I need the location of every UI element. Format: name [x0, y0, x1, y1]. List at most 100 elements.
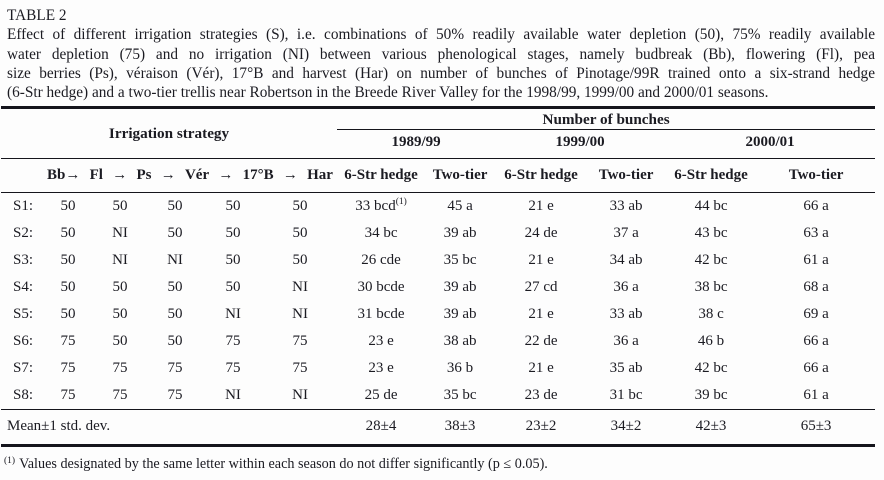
mean-value-cell: 42±3 — [665, 409, 758, 448]
stage-value-cell: NI — [263, 382, 338, 411]
bunch-count-cell: 35 ab — [609, 360, 643, 377]
stage-arrow-icon: → — [282, 167, 298, 184]
bunch-count-cell: 27 cd — [524, 279, 558, 296]
bunch-count-cell: 37 a — [613, 225, 639, 242]
table-row: S3: 50 NI NI 50 50 26 cde 35 bc 21 e 34 ab 42 bc 61… — [1, 247, 875, 274]
bunch-count-cell: 66 a — [803, 198, 829, 215]
mean-row: Mean±1 std. dev. 28±4 38±3 23±2 34±2 42±… — [1, 409, 876, 448]
mean-row-label: Mean±1 std. dev. — [1, 409, 338, 448]
stage-value-cell: 50 — [60, 279, 76, 296]
trellis-header: 6-Str hedge — [337, 158, 426, 194]
bunch-count-cell: 61 a — [803, 252, 829, 269]
bunch-count-cell: 34 ab — [609, 252, 643, 269]
footnote: (1) Values designated by the same letter … — [0, 455, 884, 473]
stage-value-cell: 50 — [225, 252, 241, 269]
stage-sequence-header: Bb→ Fl → Ps → Vér → 17°B → Har — [1, 158, 338, 194]
bunch-count-cell: 25 de — [337, 382, 426, 411]
table-row: S5: 50 50 50 NI NI 31 bcde 39 ab 21 e 33 ab 38 c 69… — [1, 301, 875, 328]
bunch-count-cell: 21 e — [528, 360, 554, 377]
bunch-count-cell: 35 bc — [425, 382, 496, 411]
stage-name: 17°B — [242, 167, 274, 184]
bunch-count-cell: 36 b — [446, 360, 474, 377]
stage-value-cell: 50 — [292, 252, 308, 269]
mean-value-cell: 34±2 — [587, 409, 666, 448]
bunch-count-cell: 38 c — [698, 306, 724, 323]
table-row: S7: 75 75 75 75 75 23 e 36 b 21 e 35 ab 42 bc 66 a — [1, 355, 875, 382]
stage-value-cell: 50 — [60, 306, 76, 323]
stage-value-cell: 50 — [112, 333, 128, 350]
stage-value-cell: 75 — [60, 360, 76, 377]
trellis-header: 6-Str hedge — [495, 158, 588, 194]
stage-value-cell: 50 — [167, 333, 183, 350]
strategy-label: S7: — [13, 360, 34, 377]
bunch-count-cell: 26 cde — [361, 252, 401, 269]
season-header: 1999/00 — [495, 129, 666, 160]
stage-value-cell: 50 — [167, 306, 183, 323]
stage-arrow-icon: → — [218, 167, 234, 184]
mean-value-cell: 65±3 — [757, 409, 876, 448]
stage-name: Bb→ — [47, 167, 81, 184]
stage-value-cell: 75 — [292, 360, 308, 377]
trellis-header: 6-Str hedge — [665, 158, 758, 194]
bunch-count-cell: 31 bc — [587, 382, 666, 411]
bunch-count-cell: 33 ab — [609, 198, 643, 215]
stage-value-cell: 50 — [292, 225, 308, 242]
stage-value-cell: 75 — [60, 333, 76, 350]
stage-value-cell: NI — [112, 225, 128, 242]
number-of-bunches-header: Number of bunches — [337, 107, 876, 131]
mean-value-cell: 23±2 — [495, 409, 588, 448]
stage-value-cell: 50 — [60, 225, 76, 242]
bunch-count-cell: 36 a — [613, 279, 639, 296]
table-row: S1: 50 50 50 50 50 33 bcd(1) 45 a 21 e 33 ab 44 bc… — [1, 193, 875, 221]
stage-value-cell: 50 — [225, 225, 241, 242]
bunch-count-cell: 30 bcde — [357, 279, 405, 296]
bunch-count-cell: 23 de — [495, 382, 588, 411]
table-caption-line: Effect of different irrigation strategie… — [7, 26, 875, 44]
table-row: S6: 75 50 50 75 75 23 e 38 ab 22 de 36 a 46 b 66 a — [1, 328, 875, 355]
stage-value-cell: NI — [112, 252, 128, 269]
table-caption: TABLE 2 Effect of different irrigation s… — [0, 0, 884, 102]
footnote-text: Values designated by the same letter wit… — [19, 456, 548, 473]
bunch-count-cell: 66 a — [803, 360, 829, 377]
irrigation-strategy-header: Irrigation strategy — [1, 107, 338, 160]
footnote-reference: (1) — [395, 197, 407, 208]
table-row: S4: 50 50 50 50 NI 30 bcde 39 ab 27 cd 36 a 38 bc 6… — [1, 274, 875, 301]
bunch-count-cell: 39 ab — [443, 225, 477, 242]
stage-value-cell: 75 — [225, 360, 241, 377]
bunch-count-cell: 61 a — [757, 382, 876, 411]
stage-value-cell: 75 — [225, 333, 241, 350]
bunch-count-cell: 39 bc — [665, 382, 758, 411]
table-caption-line: size berries (Ps), véraison (Vér), 17°B … — [7, 64, 875, 82]
mean-value-cell: 38±3 — [425, 409, 496, 448]
season-header: 2000/01 — [665, 129, 876, 160]
bunch-count-cell: 46 b — [697, 333, 725, 350]
stage-value-cell: NI — [292, 279, 308, 296]
strategy-label: S5: — [13, 306, 34, 323]
table-caption-line: water depletion (75) and no irrigation (… — [7, 45, 875, 63]
table-caption-label: TABLE 2 — [7, 7, 67, 24]
bunch-count-cell: 34 bc — [364, 225, 398, 242]
mean-value-cell: 28±4 — [337, 409, 426, 448]
stage-value-cell: 50 — [167, 225, 183, 242]
stage-value-cell: 75 — [167, 360, 183, 377]
stage-value-cell: 50 — [167, 198, 183, 215]
stage-value-cell: 50 — [60, 198, 76, 215]
bunch-count-cell: 24 de — [524, 225, 558, 242]
stage-value-cell: 50 — [292, 198, 308, 215]
bunch-count-cell: 39 ab — [443, 279, 477, 296]
trellis-header: Two-tier — [587, 158, 666, 194]
stage-arrow-icon: → — [112, 167, 128, 184]
table-body: S1: 50 50 50 50 50 33 bcd(1) 45 a 21 e 33 ab 44 bc… — [1, 193, 876, 411]
table-caption-line: (6-Str hedge) and a two-tier trellis nea… — [7, 84, 769, 102]
stage-value-cell: 75 — [112, 360, 128, 377]
table-row: S2: 50 NI 50 50 50 34 bc 39 ab 24 de 37 a 43 bc 63 … — [1, 220, 875, 247]
bunch-count-cell: 66 a — [803, 333, 829, 350]
stage-arrow-icon: → — [160, 167, 176, 184]
strategy-label: S6: — [13, 333, 34, 350]
stage-value-cell: 75 — [147, 382, 203, 411]
bunch-count-cell: 63 a — [803, 225, 829, 242]
trellis-header: Two-tier — [757, 158, 876, 194]
stage-value-cell: 75 — [43, 382, 93, 411]
bunch-count-cell: 23 e — [368, 360, 394, 377]
